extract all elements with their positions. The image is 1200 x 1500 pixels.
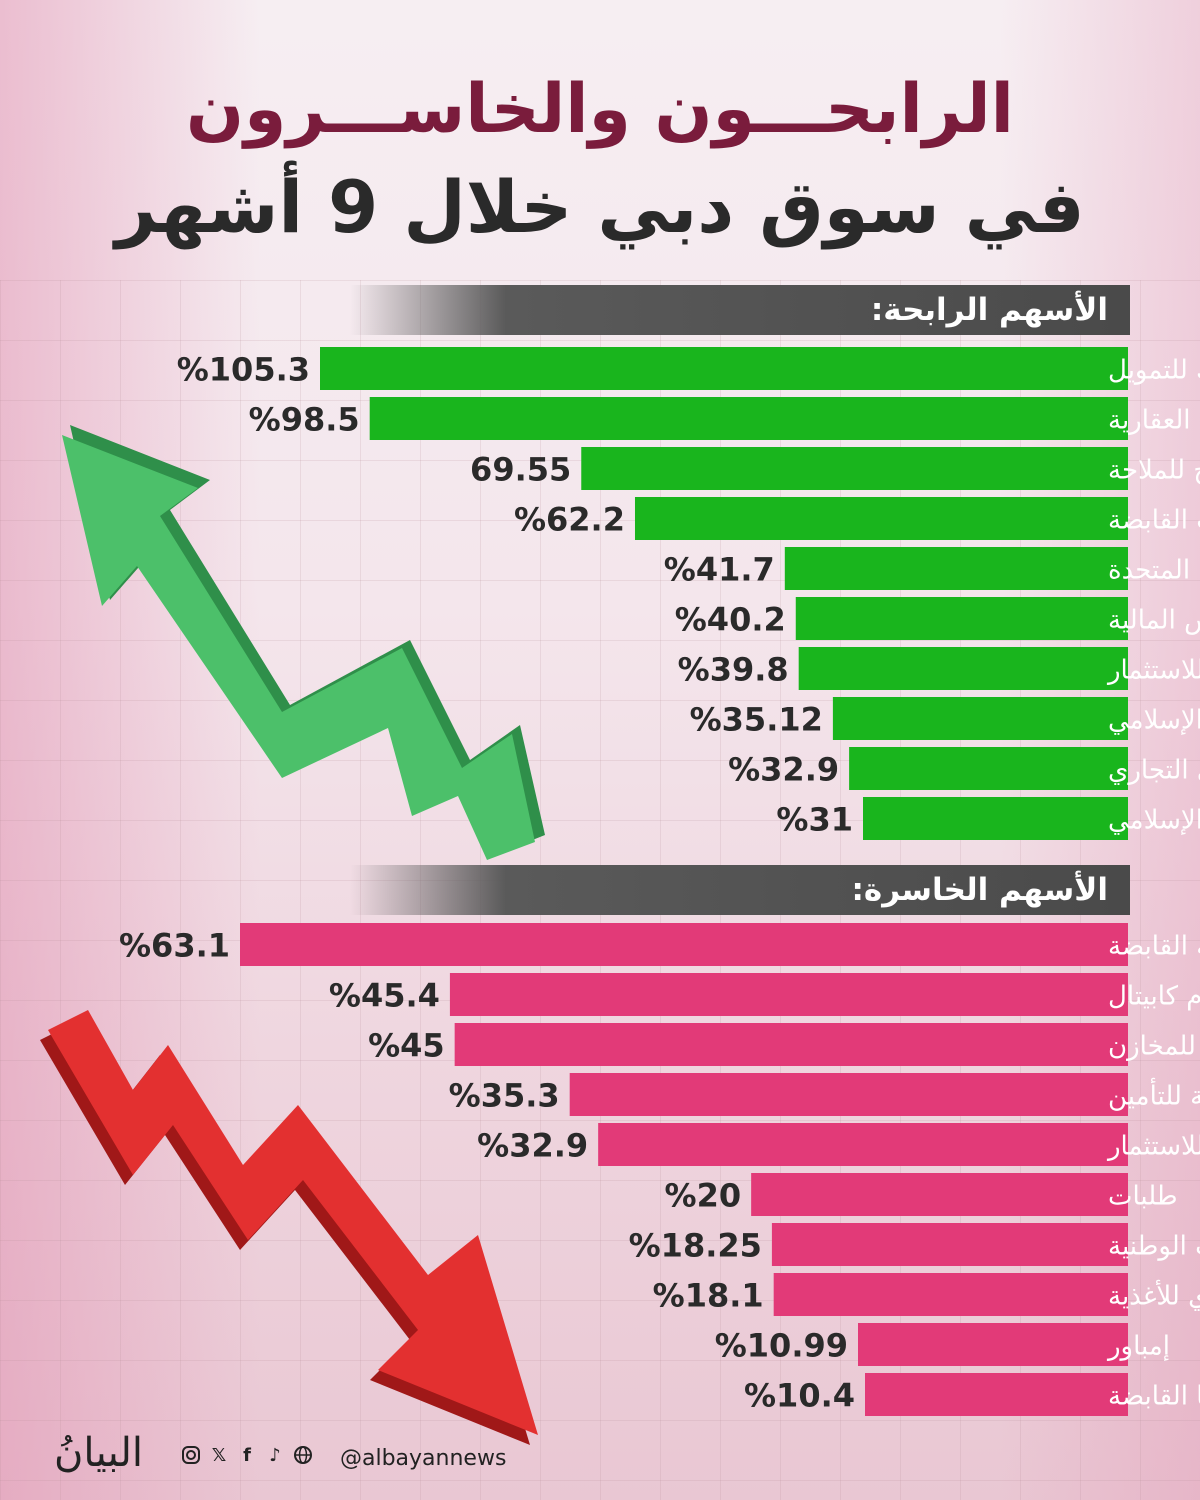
gainers-category-label: اكتتاب القابضة	[1108, 506, 1200, 536]
instagram-icon[interactable]	[180, 1444, 202, 1466]
losers-value-label: %10.99	[715, 1327, 848, 1365]
gainers-value-label: %98.5	[249, 401, 360, 439]
losers-category-label: الإمارات للاستثمار	[1106, 1132, 1200, 1162]
gainers-bar	[832, 697, 1128, 740]
gainers-category-label: الأغذية المتحدة	[1108, 553, 1200, 586]
gainers-value-label: %41.7	[664, 551, 775, 589]
gainers-bar	[784, 547, 1128, 590]
gainers-value-label: %105.3	[177, 351, 310, 389]
title-line-2: في سوق دبي خلال 9 أشهر	[115, 165, 1085, 249]
losers-value-label: %45.4	[329, 977, 440, 1015]
gainers-value-label: %40.2	[675, 601, 786, 639]
gainers-bar	[863, 797, 1128, 840]
footer: البيانُ 𝕏 f ♪ @albayannews	[40, 1430, 560, 1490]
gainers-bar	[795, 597, 1128, 640]
losers-value-label: %35.3	[449, 1077, 560, 1115]
gainers-value-label: %31	[776, 801, 853, 839]
gainers-value-label: %62.2	[514, 501, 625, 539]
losers-category-label: الصناعات الوطنية	[1108, 1232, 1200, 1262]
losers-bar	[858, 1323, 1128, 1366]
losers-category-label: إمباور	[1106, 1332, 1170, 1362]
losers-category-label: بي إتش إم كابيتال	[1108, 982, 1200, 1012]
gainers-bar	[634, 497, 1128, 540]
losers-category-label: دبي الوطنية للتأمين	[1108, 1077, 1200, 1112]
gainers-category-label: الخليج للملاحة	[1108, 456, 1200, 486]
gainers-category-label: دبي للاستثمار	[1106, 656, 1200, 686]
social-icons: 𝕏 f ♪	[180, 1444, 314, 1466]
gainers-category-label: الإمارات الإسلامي	[1108, 806, 1200, 836]
gainers-bar	[320, 347, 1128, 390]
gainers-bar	[798, 647, 1128, 690]
losers-value-label: %18.1	[653, 1277, 764, 1315]
losers-bar	[240, 923, 1128, 966]
losers-category-label: طلبات	[1108, 1182, 1178, 1212]
losers-bar	[771, 1223, 1128, 1266]
losers-bar	[454, 1023, 1128, 1066]
social-handle: @albayannews	[340, 1446, 507, 1471]
losers-category-label: المزايا القابضة	[1108, 1382, 1200, 1412]
losers-bar	[865, 1373, 1128, 1416]
losers-bar	[773, 1273, 1128, 1316]
gainers-category-label: أملاك للتمويل	[1108, 352, 1200, 386]
green-up-arrow-icon	[62, 425, 545, 860]
gainers-category-label: دبي التجاري	[1108, 756, 1200, 786]
gainers-bar	[581, 447, 1128, 490]
losers-value-label: %45	[368, 1027, 445, 1065]
gainers-value-label: 69.55	[470, 451, 571, 489]
losers-bar	[751, 1173, 1128, 1216]
gainers-category-label: الاتحاد العقارية	[1108, 406, 1200, 436]
title-line-1: الرابحـــون والخاســـرون	[186, 70, 1014, 149]
globe-icon[interactable]	[292, 1444, 314, 1466]
losers-value-label: %10.4	[744, 1377, 855, 1415]
losers-bar	[569, 1073, 1128, 1116]
losers-bar	[449, 973, 1128, 1016]
red-down-arrow-icon	[40, 1010, 538, 1445]
facebook-icon[interactable]: f	[243, 1444, 251, 1466]
losers-category-label: يونيكاي للأغذية	[1108, 1279, 1200, 1312]
background-left-glow	[0, 0, 260, 1500]
gainers-header: الأسهم الرابحة:	[350, 285, 1130, 335]
losers-bar	[598, 1123, 1128, 1166]
losers-value-label: %20	[665, 1177, 742, 1215]
gainers-category-label: جي إف إتش المالية	[1108, 606, 1200, 636]
x-icon[interactable]: 𝕏	[211, 1444, 227, 1466]
gainers-bar	[369, 397, 1129, 440]
gainers-value-label: %32.9	[728, 751, 839, 789]
losers-category-label: أجيليتي للمخازن	[1108, 1028, 1200, 1062]
gainers-bar	[849, 747, 1128, 790]
tiktok-icon[interactable]: ♪	[269, 1444, 281, 1466]
losers-header: الأسهم الخاسرة:	[350, 865, 1130, 915]
losers-category-label: الوطنية الدولية القابضة	[1108, 932, 1200, 962]
losers-value-label: %32.9	[477, 1127, 588, 1165]
gainers-value-label: %35.12	[690, 701, 823, 739]
losers-value-label: %63.1	[119, 927, 230, 965]
losers-value-label: %18.25	[629, 1227, 762, 1265]
gainers-category-label: دبي الإسلامي	[1108, 706, 1200, 736]
albayan-logo: البيانُ	[54, 1430, 144, 1476]
gainers-value-label: %39.8	[678, 651, 789, 689]
